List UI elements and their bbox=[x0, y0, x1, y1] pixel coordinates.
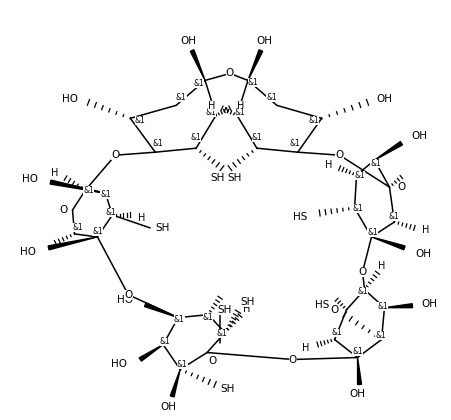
Text: O: O bbox=[59, 205, 68, 215]
Text: O: O bbox=[208, 355, 216, 365]
Text: H: H bbox=[325, 160, 333, 170]
Text: &1: &1 bbox=[267, 93, 277, 102]
Text: SH: SH bbox=[218, 304, 232, 315]
Text: &1: &1 bbox=[135, 116, 146, 125]
Text: O: O bbox=[226, 68, 234, 79]
Text: &1: &1 bbox=[153, 139, 164, 148]
Text: O: O bbox=[359, 267, 367, 277]
Text: &1: &1 bbox=[290, 139, 300, 148]
Text: O: O bbox=[124, 290, 133, 300]
Text: OH: OH bbox=[411, 131, 428, 141]
Text: &1: &1 bbox=[176, 93, 187, 102]
Text: OH: OH bbox=[180, 36, 196, 45]
Text: HO: HO bbox=[20, 247, 36, 257]
Text: O: O bbox=[289, 354, 297, 365]
Text: O: O bbox=[331, 304, 339, 315]
Text: HO: HO bbox=[63, 94, 78, 104]
Text: &1: &1 bbox=[308, 116, 319, 125]
Polygon shape bbox=[384, 304, 413, 308]
Polygon shape bbox=[248, 50, 263, 80]
Text: &1: &1 bbox=[177, 360, 188, 369]
Text: &1: &1 bbox=[216, 329, 227, 338]
Polygon shape bbox=[139, 344, 163, 361]
Text: SH: SH bbox=[228, 173, 242, 183]
Text: &1: &1 bbox=[83, 186, 94, 194]
Text: OH: OH bbox=[421, 299, 437, 309]
Text: HS: HS bbox=[293, 212, 308, 222]
Text: HO: HO bbox=[111, 360, 127, 370]
Polygon shape bbox=[358, 357, 362, 385]
Text: &1: &1 bbox=[194, 79, 204, 88]
Text: &1: &1 bbox=[92, 227, 103, 236]
Text: OH: OH bbox=[377, 94, 392, 104]
Text: OH: OH bbox=[350, 389, 366, 399]
Text: &1: &1 bbox=[354, 171, 365, 180]
Text: &1: &1 bbox=[367, 228, 378, 237]
Polygon shape bbox=[50, 180, 106, 193]
Text: O: O bbox=[336, 150, 344, 160]
Text: &1: &1 bbox=[252, 133, 262, 142]
Text: H: H bbox=[207, 101, 215, 111]
Text: O: O bbox=[397, 182, 406, 192]
Text: HS: HS bbox=[315, 300, 330, 310]
Text: &1: &1 bbox=[160, 337, 170, 346]
Text: OH: OH bbox=[415, 249, 431, 259]
Text: H: H bbox=[138, 213, 146, 223]
Text: OH: OH bbox=[160, 402, 176, 412]
Text: &1: &1 bbox=[72, 223, 83, 232]
Text: HO: HO bbox=[117, 295, 133, 304]
Text: &1: &1 bbox=[370, 159, 381, 168]
Text: SH: SH bbox=[221, 384, 235, 394]
Text: H: H bbox=[243, 304, 251, 314]
Text: &1: &1 bbox=[191, 133, 202, 142]
Text: &1: &1 bbox=[100, 189, 111, 199]
Text: H: H bbox=[378, 261, 385, 271]
Polygon shape bbox=[144, 303, 178, 318]
Text: &1: &1 bbox=[206, 108, 216, 117]
Text: &1: &1 bbox=[331, 328, 342, 337]
Text: H: H bbox=[237, 101, 244, 111]
Text: H: H bbox=[302, 343, 310, 352]
Text: &1: &1 bbox=[388, 213, 399, 221]
Text: &1: &1 bbox=[352, 204, 363, 213]
Polygon shape bbox=[48, 237, 97, 250]
Text: SH: SH bbox=[211, 173, 225, 183]
Text: SH: SH bbox=[241, 297, 255, 307]
Text: &1: &1 bbox=[377, 302, 388, 311]
Text: H: H bbox=[51, 168, 59, 178]
Polygon shape bbox=[190, 50, 205, 80]
Polygon shape bbox=[170, 370, 180, 397]
Polygon shape bbox=[374, 142, 402, 160]
Text: SH: SH bbox=[155, 223, 170, 233]
Text: &1: &1 bbox=[375, 331, 386, 340]
Text: &1: &1 bbox=[174, 315, 184, 324]
Polygon shape bbox=[372, 237, 405, 250]
Text: &1: &1 bbox=[105, 208, 116, 218]
Text: HO: HO bbox=[22, 174, 37, 184]
Text: &1: &1 bbox=[235, 108, 245, 117]
Text: &1: &1 bbox=[248, 78, 258, 87]
Text: &1: &1 bbox=[202, 313, 213, 322]
Text: H: H bbox=[422, 225, 430, 235]
Text: &1: &1 bbox=[357, 287, 368, 296]
Text: O: O bbox=[111, 150, 120, 160]
Text: &1: &1 bbox=[352, 347, 363, 356]
Text: OH: OH bbox=[257, 36, 273, 45]
